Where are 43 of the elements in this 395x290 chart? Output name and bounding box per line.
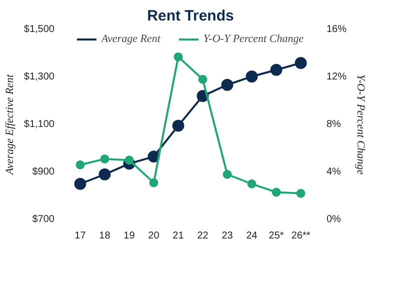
- x-tick-label: 23: [222, 230, 234, 242]
- x-tick-label: 22: [197, 230, 209, 242]
- x-tick-label: 21: [172, 230, 184, 242]
- point: [222, 170, 232, 179]
- point: [124, 156, 134, 165]
- y-axis-title: Average Effective Rent: [4, 73, 16, 176]
- y2-tick-label: 8%: [326, 119, 342, 130]
- x-tick-label: 24: [246, 230, 258, 242]
- point: [98, 168, 111, 180]
- y-tick-label: $1,500: [24, 24, 55, 35]
- point: [100, 154, 110, 164]
- x-tick-label: 17: [74, 230, 86, 242]
- legend-label: Average Rent: [101, 33, 160, 45]
- legend-label: Y-O-Y Percent Change: [203, 33, 304, 45]
- point: [74, 178, 86, 190]
- y2-tick-label: 0%: [326, 214, 342, 225]
- point: [172, 120, 184, 132]
- point: [174, 52, 183, 62]
- y2-tick-label: 16%: [326, 24, 347, 35]
- y-tick-label: $900: [32, 166, 55, 178]
- y2-tick-label: 4%: [326, 166, 342, 178]
- x-tick-label: 19: [124, 230, 136, 242]
- x-tick-label: 20: [148, 230, 160, 242]
- point: [247, 179, 256, 188]
- point: [270, 64, 282, 76]
- x-tick-label: 18: [99, 230, 111, 242]
- x-tick-label: 25*: [268, 230, 284, 242]
- point: [221, 78, 234, 91]
- x-tick-label: 26**: [291, 230, 310, 242]
- y2-axis-title: Y-O-Y Percent Change: [354, 74, 367, 175]
- y-tick-label: $700: [32, 214, 55, 225]
- y2-tick-label: 12%: [326, 72, 347, 82]
- point: [149, 178, 158, 188]
- point: [296, 188, 306, 198]
- y-tick-label: $1,300: [24, 72, 55, 82]
- point: [148, 150, 160, 163]
- y-tick-label: $1,100: [24, 119, 55, 130]
- point: [272, 188, 281, 197]
- point: [294, 57, 307, 69]
- chart-title: Rent Trends: [147, 8, 234, 24]
- point: [246, 70, 258, 83]
- point: [198, 74, 208, 84]
- point: [76, 160, 85, 170]
